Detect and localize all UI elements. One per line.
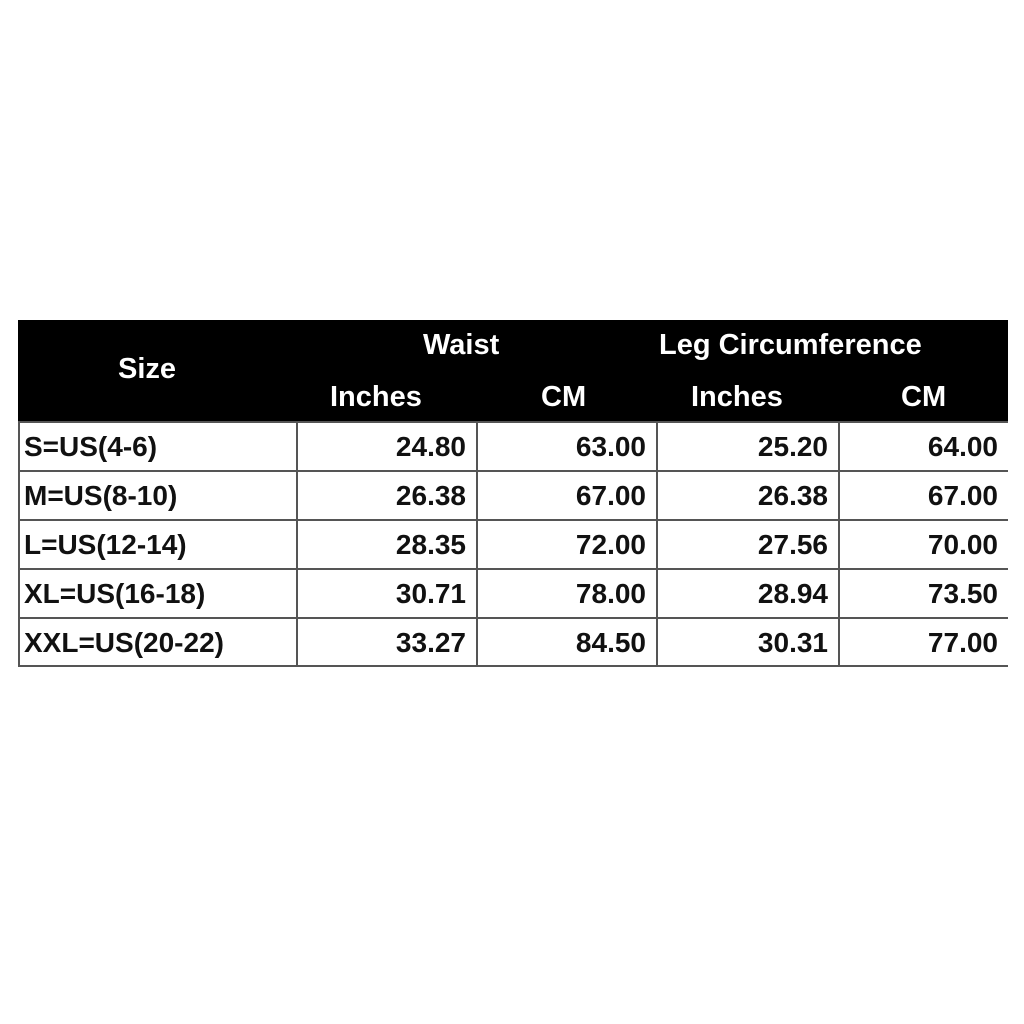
cell-leg-cm: 70.00 (838, 521, 1008, 568)
table-bottom-border (18, 665, 1008, 667)
cell-waist-cm: 72.00 (476, 521, 656, 568)
cell-size: XL=US(16-18) (18, 570, 296, 617)
cell-leg-cm: 77.00 (838, 619, 1008, 666)
table-row: M=US(8-10) 26.38 67.00 26.38 67.00 (18, 470, 1008, 519)
header-leg-inches: Inches (691, 381, 783, 413)
cell-size: S=US(4-6) (18, 423, 296, 470)
cell-waist-cm: 78.00 (476, 570, 656, 617)
table-row: L=US(12-14) 28.35 72.00 27.56 70.00 (18, 519, 1008, 568)
cell-size: L=US(12-14) (18, 521, 296, 568)
cell-waist-inches: 24.80 (296, 423, 476, 470)
header-waist: Waist (423, 329, 500, 361)
table-row: S=US(4-6) 24.80 63.00 25.20 64.00 (18, 421, 1008, 470)
cell-waist-inches: 28.35 (296, 521, 476, 568)
cell-waist-inches: 26.38 (296, 472, 476, 519)
cell-leg-cm: 64.00 (838, 423, 1008, 470)
table-row: XXL=US(20-22) 33.27 84.50 30.31 77.00 (18, 617, 1008, 666)
header-waist-inches: Inches (330, 381, 422, 413)
header-leg-circumference: Leg Circumference (659, 329, 922, 361)
header-size: Size (118, 353, 177, 385)
cell-leg-cm: 67.00 (838, 472, 1008, 519)
cell-leg-inches: 26.38 (656, 472, 838, 519)
size-chart-table: Size Waist Leg Circumference Inches CM I… (18, 320, 1008, 667)
cell-size: M=US(8-10) (18, 472, 296, 519)
header-waist-cm: CM (541, 381, 587, 413)
table-header: Size Waist Leg Circumference Inches CM I… (18, 320, 1008, 421)
cell-leg-inches: 27.56 (656, 521, 838, 568)
cell-waist-inches: 33.27 (296, 619, 476, 666)
cell-waist-inches: 30.71 (296, 570, 476, 617)
cell-leg-cm: 73.50 (838, 570, 1008, 617)
cell-leg-inches: 30.31 (656, 619, 838, 666)
table-row: XL=US(16-18) 30.71 78.00 28.94 73.50 (18, 568, 1008, 617)
cell-waist-cm: 63.00 (476, 423, 656, 470)
cell-waist-cm: 67.00 (476, 472, 656, 519)
cell-waist-cm: 84.50 (476, 619, 656, 666)
cell-size: XXL=US(20-22) (18, 619, 296, 666)
header-leg-cm: CM (901, 381, 947, 413)
cell-leg-inches: 28.94 (656, 570, 838, 617)
cell-leg-inches: 25.20 (656, 423, 838, 470)
